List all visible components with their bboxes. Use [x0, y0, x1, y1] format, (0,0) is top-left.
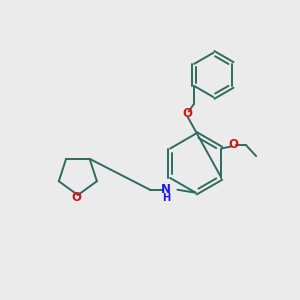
Text: O: O: [183, 107, 193, 120]
Text: H: H: [162, 193, 170, 203]
Text: O: O: [229, 139, 238, 152]
Text: O: O: [71, 191, 81, 204]
Text: N: N: [161, 183, 171, 196]
